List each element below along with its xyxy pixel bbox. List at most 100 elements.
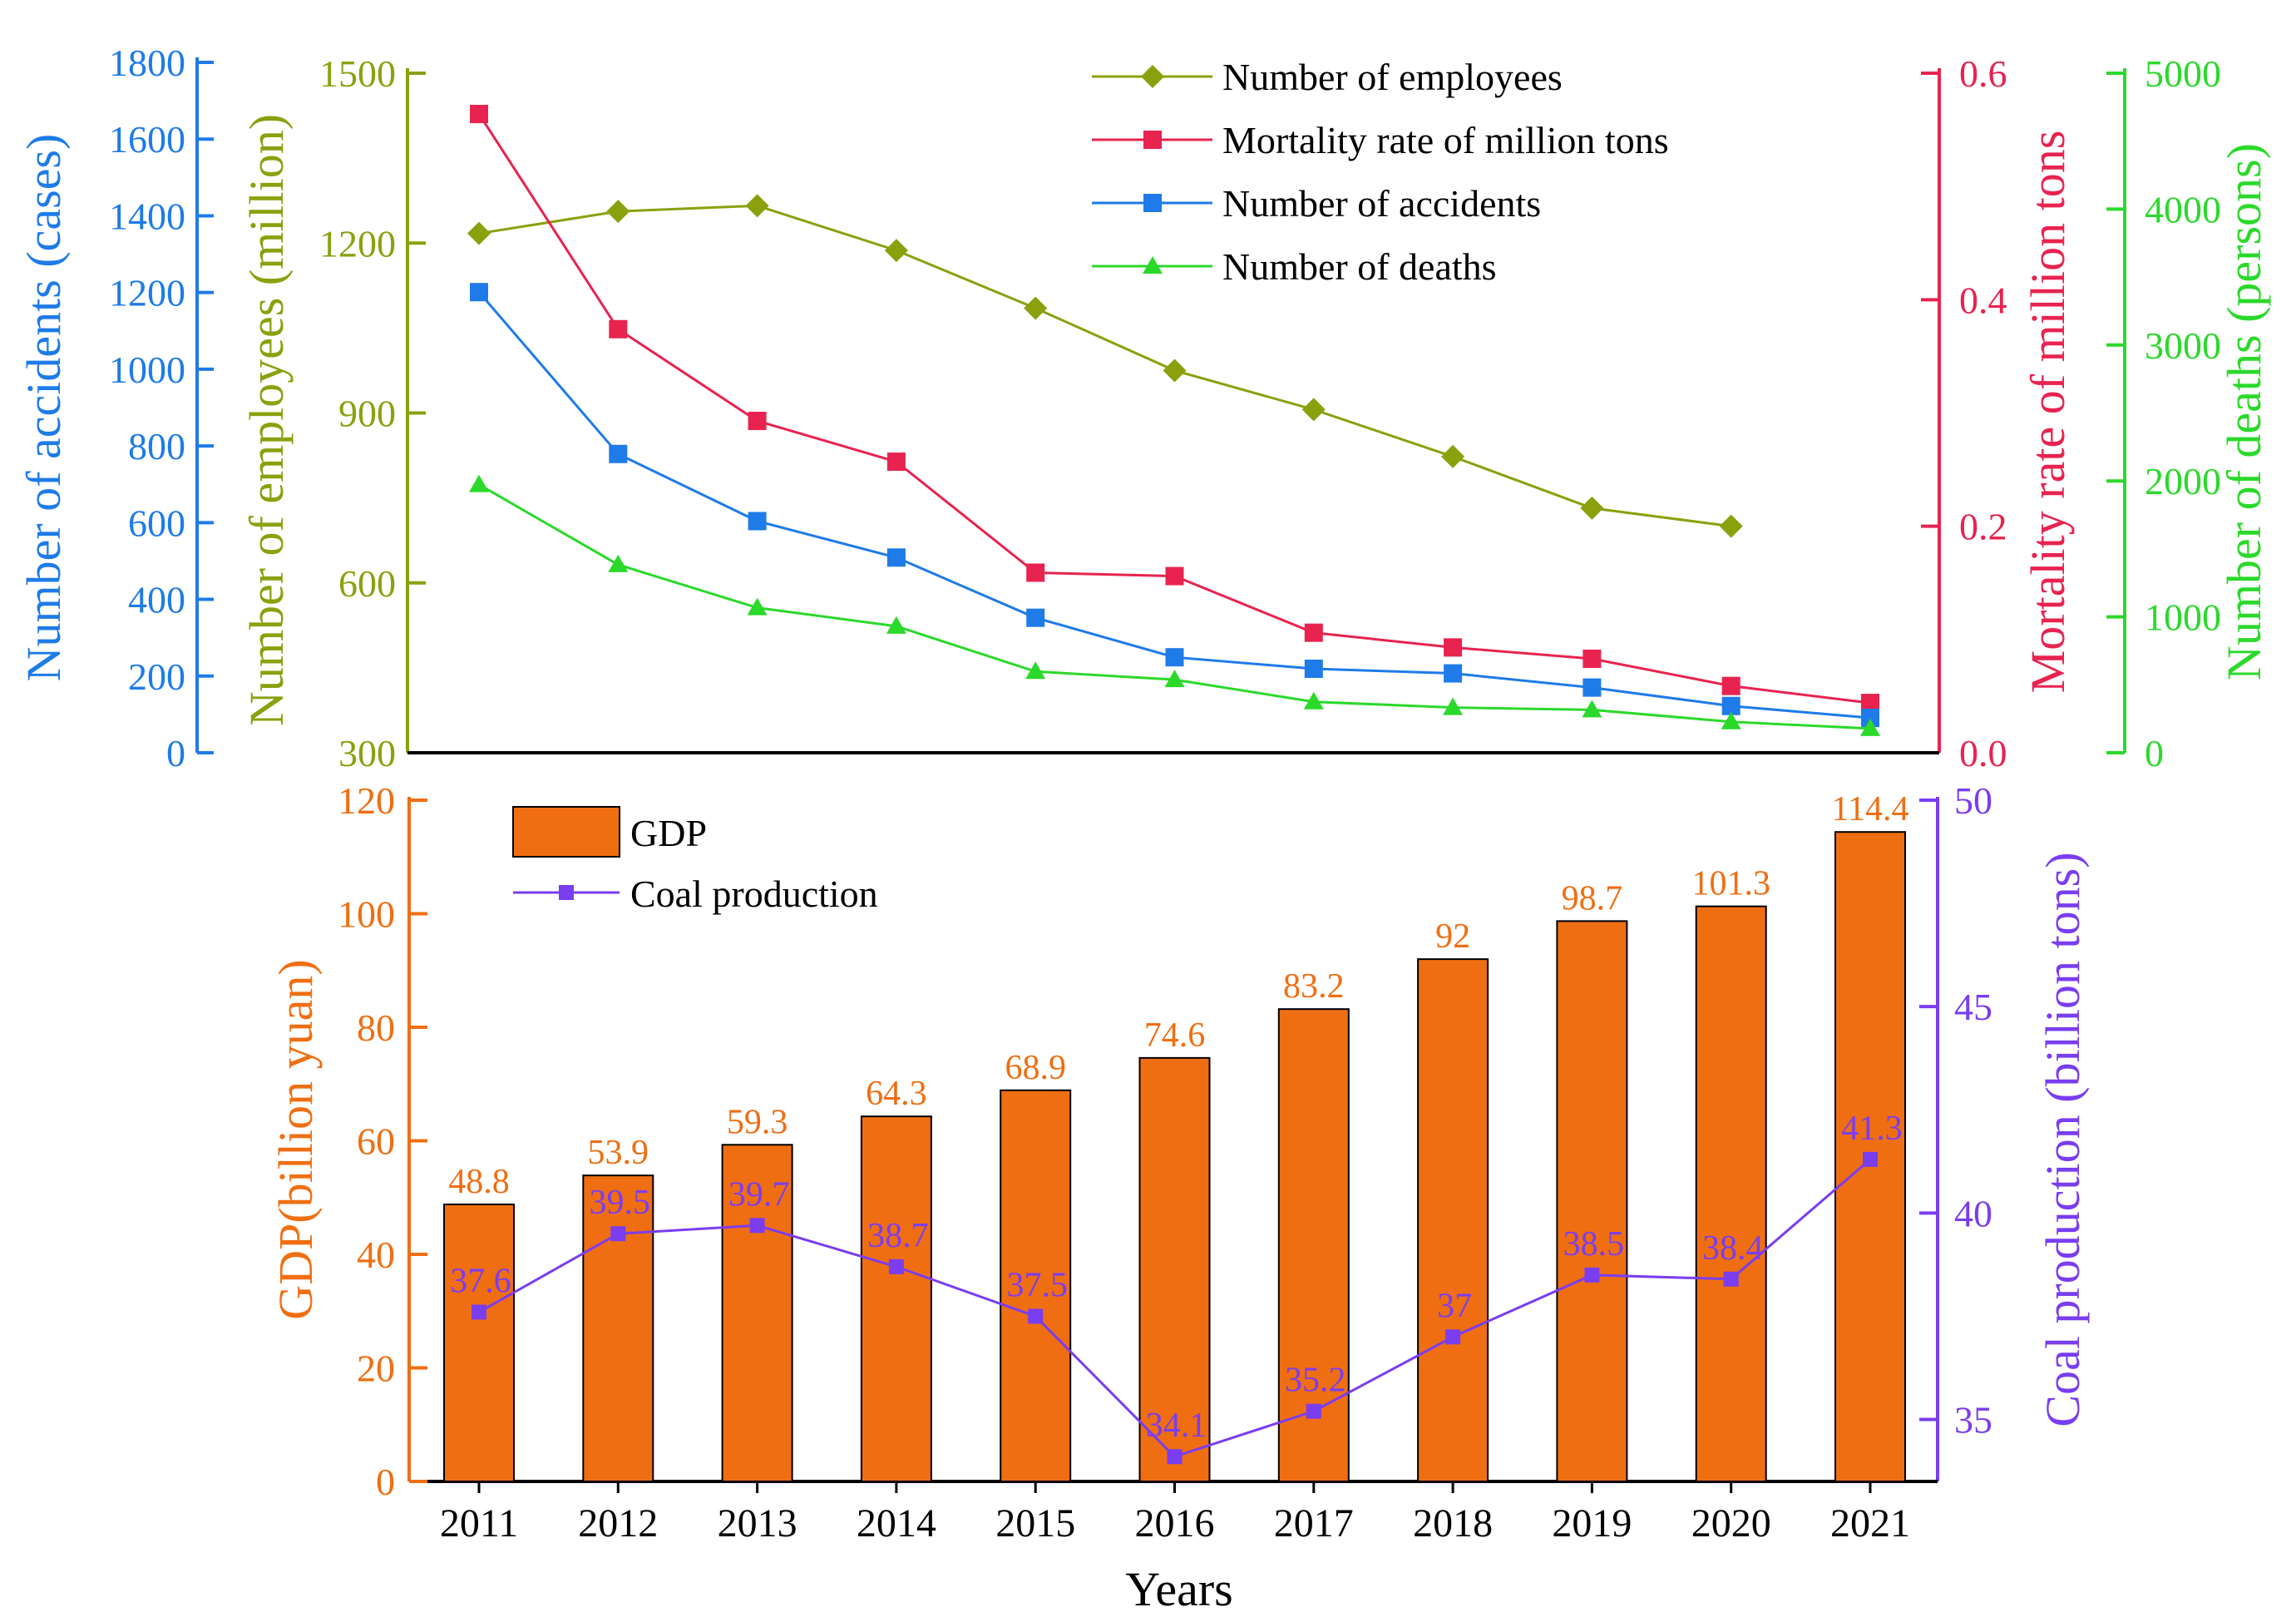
gdp-tick-label: 60	[357, 1120, 395, 1163]
deaths-tick-label: 0	[2145, 732, 2164, 774]
number-of-accidentsmarker	[1304, 660, 1323, 679]
coal-production-value-label: 37.6	[450, 1262, 511, 1300]
accidents-tick-label: 800	[128, 425, 185, 467]
coal-tick-label: 40	[1954, 1192, 1992, 1234]
accidents-tick-label: 1800	[109, 42, 185, 84]
number-of-employeesmarker	[606, 200, 630, 224]
coal-production-marker	[1445, 1329, 1461, 1345]
coal-production-value-label: 35.2	[1285, 1362, 1346, 1400]
mortality-rate-of-million-tonsmarker	[1444, 638, 1463, 657]
x-tick-label-year: 2013	[718, 1501, 797, 1545]
bottom-bar-line-chart-panel: 0 20 40 60 80 100 120 35 40 45 50 GDP(billion yuan)…	[269, 779, 2090, 1616]
coal-production-value-label: 34.1	[1146, 1407, 1207, 1445]
legend-mortality-rate-of-million-tonsmarker	[1143, 131, 1162, 149]
number-of-deathsmarker	[1582, 700, 1602, 718]
number-of-employeesmarker	[1163, 359, 1187, 383]
deaths-tick-label: 1000	[2145, 596, 2221, 639]
x-tick-label-year: 2014	[857, 1501, 936, 1545]
mortality-rate-of-million-tonsmarker	[1583, 649, 1602, 668]
x-axis-title: Years	[1125, 1562, 1232, 1616]
number-of-employeesmarker	[884, 239, 908, 263]
mortality-rate-of-million-tonsmarker	[886, 452, 906, 472]
gdp-bar-value-label: 98.7	[1562, 879, 1623, 917]
gdp-bar	[860, 1115, 932, 1482]
accidents-tick-label: 1600	[109, 118, 185, 161]
gdp-tick-label: 0	[376, 1461, 395, 1503]
x-tick-label-year: 2020	[1691, 1501, 1771, 1545]
accidents-tick-label: 600	[128, 502, 185, 544]
number-of-deathsmarker	[608, 554, 629, 572]
number-of-employeesmarker	[1301, 398, 1326, 422]
number-of-deathsmarker	[747, 597, 768, 616]
mortality-rate-of-million-tonsmarker	[470, 105, 488, 124]
gdp-bar-value-label: 92	[1435, 917, 1470, 956]
accidents-axis-title: Number of accidents (cases)	[17, 134, 71, 682]
accidents-tick-label: 1400	[109, 195, 185, 237]
number-of-deathsmarker	[1721, 711, 1741, 729]
coal-production-marker	[749, 1218, 765, 1234]
accidents-tick-label: 200	[128, 655, 185, 698]
legend-number-of-accidentsmarker	[1143, 194, 1162, 212]
x-tick-label-year: 2017	[1274, 1501, 1354, 1545]
x-tick-label-year: 2012	[578, 1501, 658, 1545]
x-tick-label-year: 2019	[1552, 1501, 1632, 1545]
gdp-bar	[1138, 1056, 1211, 1482]
gdp-bar-value-label: 64.3	[866, 1075, 927, 1113]
deaths-tick-label: 5000	[2145, 52, 2221, 95]
number-of-deathsmarker	[1303, 691, 1324, 710]
coal-production-value-label: 41.3	[1841, 1110, 1903, 1148]
mortality-rate-of-million-tonsmarker	[1721, 676, 1741, 695]
gdp-tick-label: 100	[338, 893, 395, 936]
accidents-tick-label: 1200	[109, 272, 185, 314]
x-tick-label-year: 2015	[995, 1501, 1075, 1545]
coal-production-marker	[1028, 1308, 1044, 1324]
coal-production-value-label: 38.7	[867, 1217, 929, 1255]
employees-tick-label: 1200	[319, 222, 396, 265]
gdp-bar-value-label: 48.8	[448, 1163, 510, 1201]
coal-tick-label: 50	[1954, 779, 1992, 822]
number-of-deathsmarker	[469, 474, 489, 492]
legend-number-of-deathslabel: Number of deaths	[1222, 245, 1497, 288]
gdp-bar-value-label: 114.4	[1832, 790, 1909, 828]
mortality-tick-label: 0.0	[1959, 732, 2007, 774]
number-of-accidentsmarker	[609, 444, 628, 463]
number-of-accidentsmarker	[470, 283, 488, 302]
x-tick-label-year: 2021	[1830, 1501, 1910, 1545]
mortality-rate-of-million-tonsmarker	[1304, 623, 1323, 642]
accidents-tick-label: 0	[166, 732, 185, 774]
gdp-bar-value-label: 74.6	[1144, 1016, 1206, 1055]
legend-mortality-rate-of-million-tonslabel: Mortality rate of million tons	[1222, 119, 1669, 161]
number-of-deathsmarker	[886, 616, 906, 634]
coal-production-value-label: 39.5	[590, 1184, 651, 1222]
legend-gdp-label: GDP	[630, 812, 707, 854]
employees-axis-title: Number of employees (million)	[239, 114, 294, 726]
gdp-bar	[1556, 920, 1628, 1483]
gdp-bar-value-label: 53.9	[588, 1134, 649, 1172]
coal-tick-label: 45	[1954, 986, 1992, 1028]
coal-production-marker	[1306, 1403, 1321, 1419]
number-of-deathsline	[478, 483, 1871, 730]
legend-gdp-swatch	[512, 806, 620, 858]
coal-tick-label: 35	[1954, 1399, 1992, 1442]
number-of-employeesmarker	[1580, 496, 1604, 520]
number-of-accidentsmarker	[886, 548, 906, 567]
number-of-employeesmarker	[745, 194, 769, 218]
number-of-accidentsmarker	[1026, 608, 1045, 627]
x-tick-label-year: 2011	[440, 1501, 518, 1545]
gdp-tick-label: 120	[338, 779, 395, 822]
gdp-tick-label: 40	[357, 1234, 395, 1276]
number-of-deathsmarker	[1164, 670, 1185, 688]
number-of-employeesmarker	[1024, 296, 1048, 320]
gdp-bar-value-label: 83.2	[1283, 967, 1345, 1006]
coal-production-marker	[472, 1304, 486, 1320]
coal-production-value-label: 37.5	[1006, 1266, 1068, 1304]
coal-production-marker	[888, 1259, 904, 1274]
number-of-accidentsmarker	[748, 512, 767, 531]
gdp-bar	[1417, 958, 1489, 1482]
legend-number-of-employeeslabel: Number of employees	[1222, 56, 1563, 98]
coal-production-value-label: 39.7	[728, 1175, 790, 1214]
mortality-rate-of-million-tonsmarker	[748, 412, 767, 431]
mortality-rate-of-million-tonsmarker	[1026, 563, 1045, 582]
legend-coal-production-label: Coal production	[630, 873, 878, 915]
